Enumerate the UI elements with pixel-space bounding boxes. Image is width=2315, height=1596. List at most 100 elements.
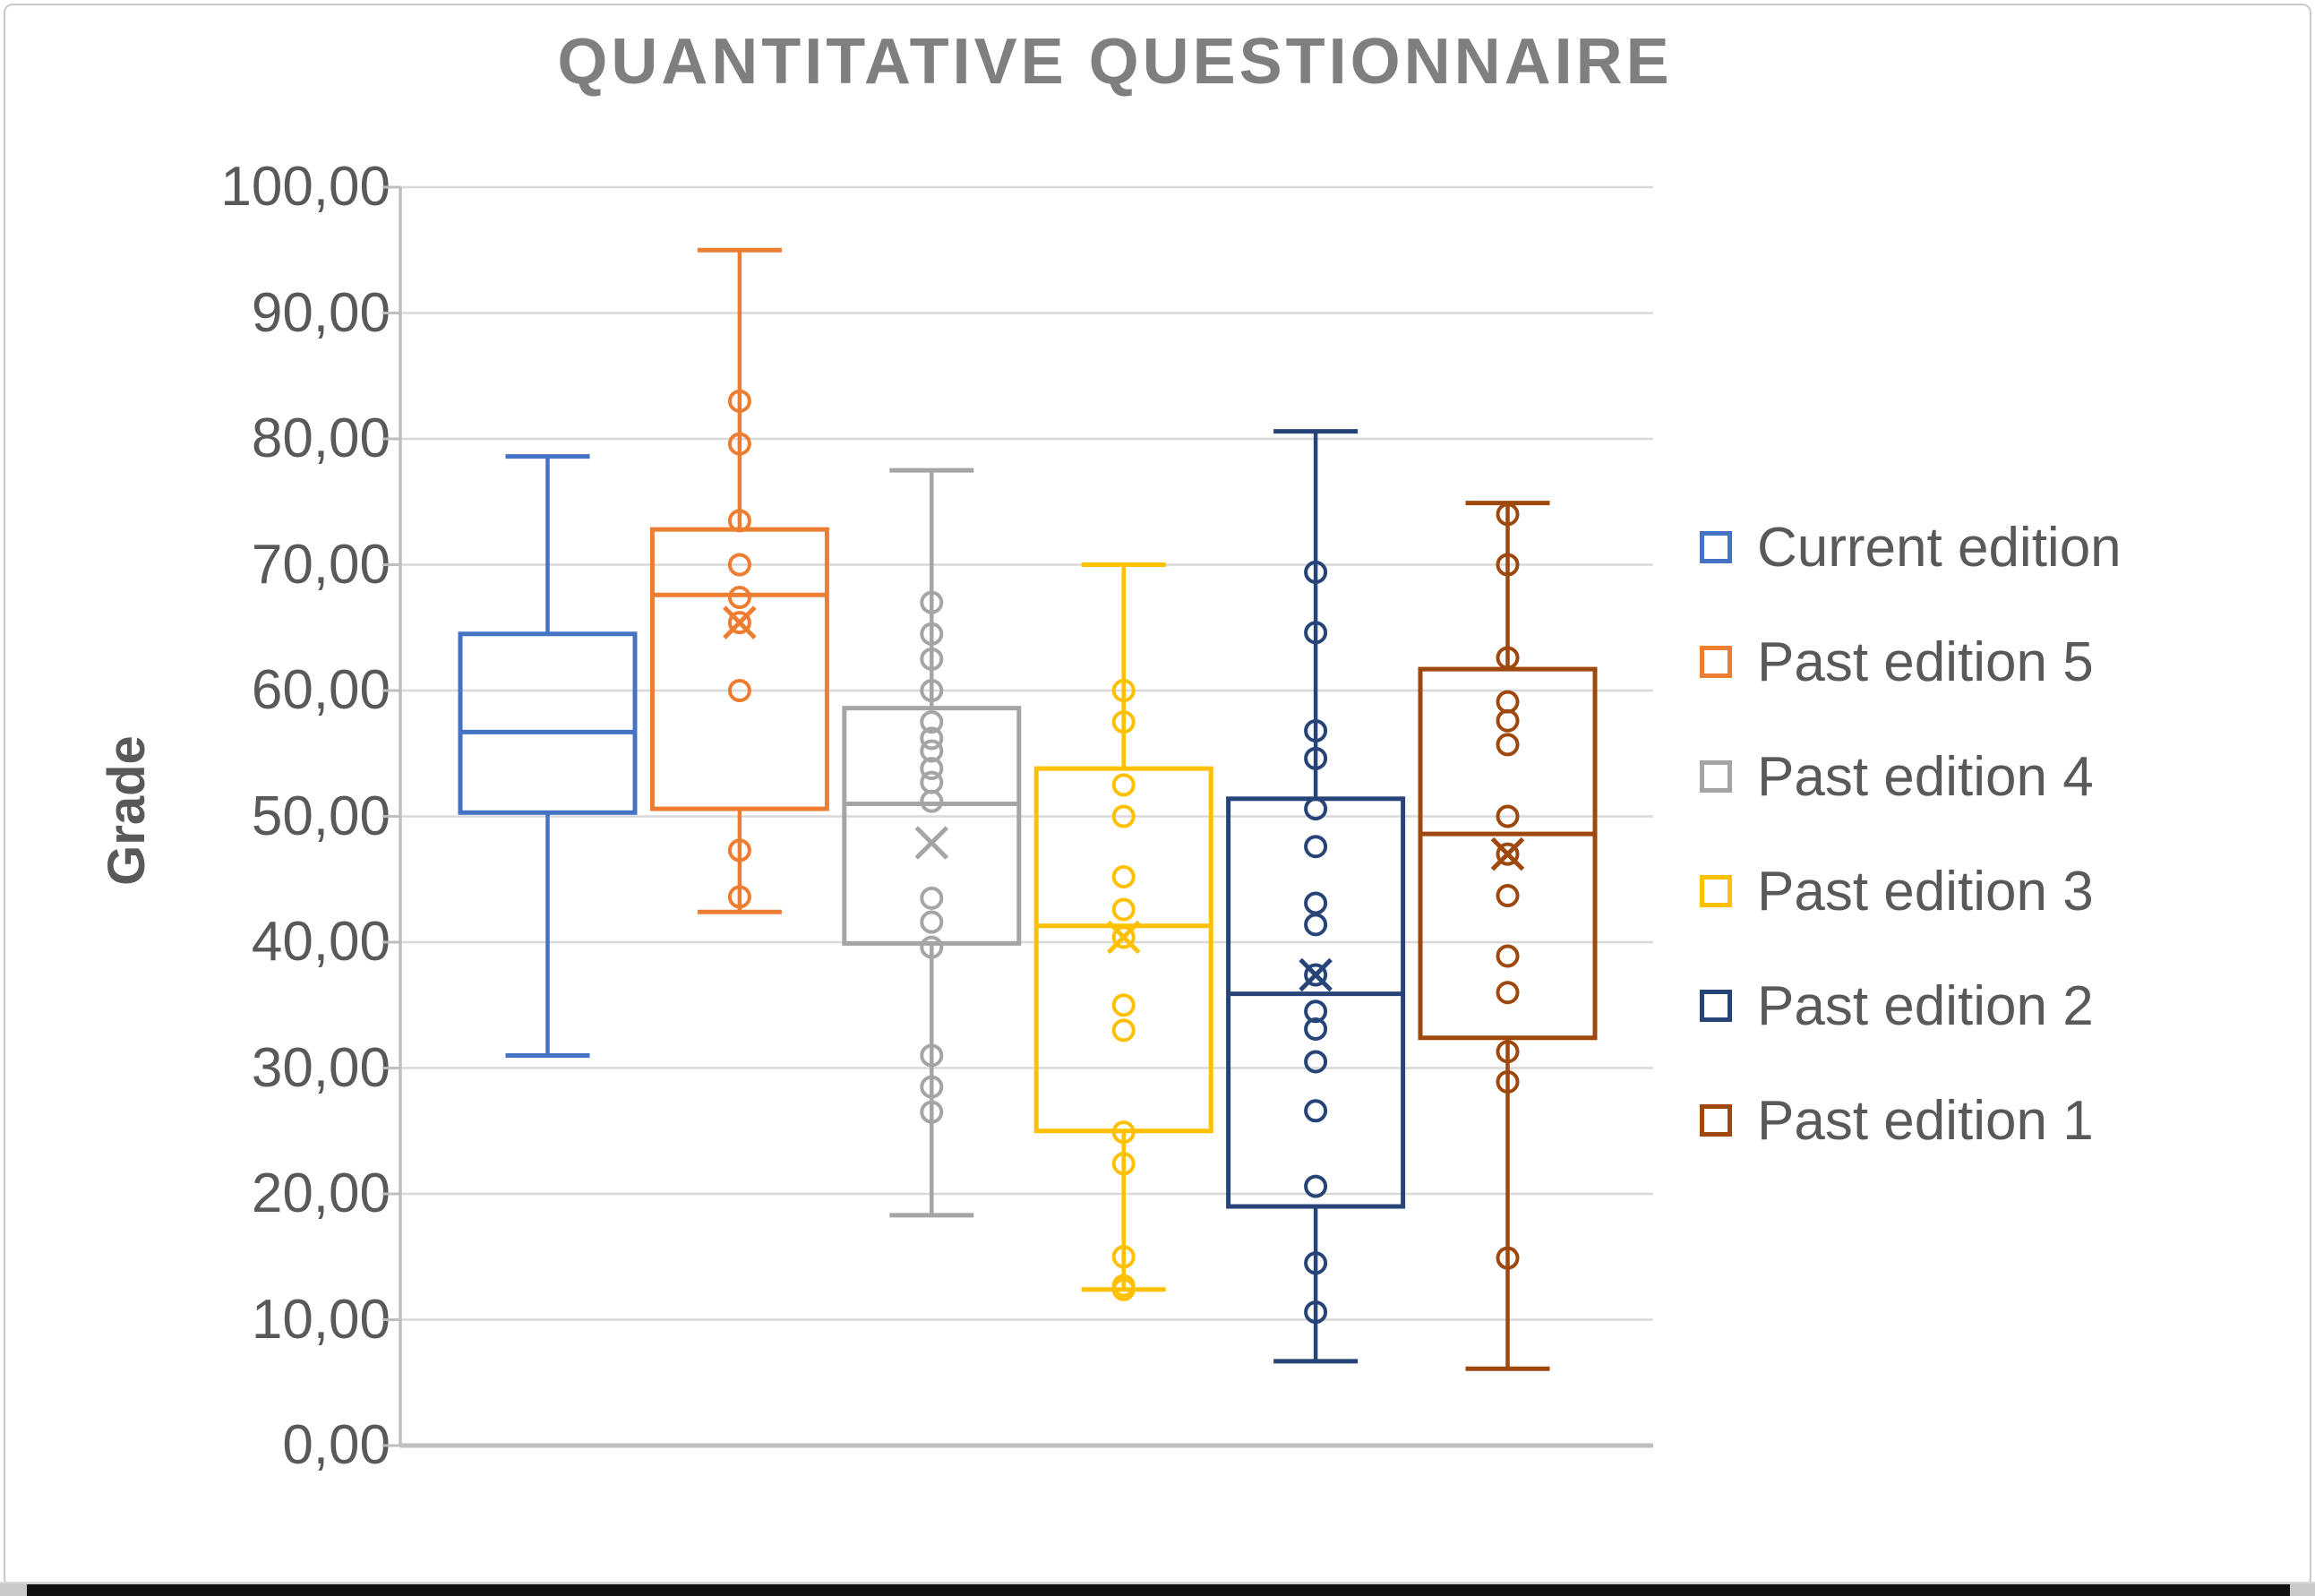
legend-swatch-icon bbox=[1700, 760, 1732, 793]
y-tick-label: 100,00 bbox=[220, 156, 390, 218]
box-past-edition-5 bbox=[649, 527, 829, 811]
data-point bbox=[920, 1075, 944, 1099]
data-point bbox=[727, 885, 751, 909]
data-point bbox=[727, 611, 751, 635]
legend-item-past-edition-3[interactable]: Past edition 3 bbox=[1700, 861, 2122, 922]
data-point bbox=[1304, 1050, 1328, 1074]
data-point bbox=[920, 757, 944, 781]
legend-item-past-edition-5[interactable]: Past edition 5 bbox=[1700, 631, 2122, 693]
data-point bbox=[727, 432, 751, 456]
chart-title: QUANTITATIVE QUESTIONNAIRE bbox=[557, 26, 1673, 98]
data-point bbox=[1111, 864, 1136, 888]
data-point bbox=[1304, 1174, 1328, 1198]
y-tick-label: 50,00 bbox=[251, 785, 390, 847]
data-point bbox=[1496, 502, 1520, 527]
mean-marker-x bbox=[1299, 957, 1333, 992]
data-point bbox=[1111, 993, 1136, 1017]
data-point bbox=[1304, 963, 1328, 987]
box-past-edition-3 bbox=[1033, 766, 1213, 1134]
data-point bbox=[920, 622, 944, 646]
data-point bbox=[1496, 708, 1520, 733]
y-tick-label: 60,00 bbox=[251, 659, 390, 721]
data-point bbox=[1304, 1251, 1328, 1275]
y-tick-label: 20,00 bbox=[251, 1163, 390, 1224]
data-point bbox=[1304, 797, 1328, 821]
legend-swatch-icon bbox=[1700, 531, 1732, 563]
y-tick-label: 30,00 bbox=[251, 1036, 390, 1099]
data-point bbox=[1111, 773, 1136, 797]
data-point bbox=[920, 1100, 944, 1124]
data-point bbox=[1111, 710, 1136, 734]
data-point bbox=[1111, 804, 1136, 828]
box-past-edition-4 bbox=[842, 706, 1022, 946]
legend-label: Past edition 1 bbox=[1757, 1089, 2094, 1152]
legend-item-past-edition-4[interactable]: Past edition 4 bbox=[1700, 745, 2122, 808]
mean-marker-x bbox=[1490, 837, 1525, 871]
data-point bbox=[1304, 1000, 1328, 1024]
data-point bbox=[1496, 884, 1520, 908]
data-point bbox=[1496, 1040, 1520, 1064]
data-point bbox=[1304, 1300, 1328, 1325]
data-point bbox=[1304, 835, 1328, 859]
y-tick-label: 70,00 bbox=[251, 533, 390, 596]
data-point bbox=[1111, 1018, 1136, 1043]
legend-label: Past edition 2 bbox=[1757, 974, 2094, 1037]
data-point bbox=[1496, 804, 1520, 828]
y-tick-label: 10,00 bbox=[251, 1288, 390, 1351]
mean-marker-x bbox=[914, 826, 949, 860]
data-point bbox=[920, 679, 944, 702]
data-point bbox=[727, 389, 751, 413]
data-point bbox=[1496, 733, 1520, 757]
data-point bbox=[1304, 621, 1328, 645]
data-point bbox=[920, 1043, 944, 1068]
data-point bbox=[920, 935, 944, 959]
data-point bbox=[1111, 679, 1136, 702]
data-point bbox=[1304, 1099, 1328, 1123]
data-point bbox=[920, 910, 944, 934]
data-point bbox=[1496, 553, 1520, 577]
legend-item-current-edition[interactable]: Current edition bbox=[1700, 516, 2122, 579]
data-point bbox=[920, 590, 944, 614]
data-point bbox=[920, 739, 944, 763]
legend-item-past-edition-1[interactable]: Past edition 1 bbox=[1700, 1089, 2122, 1152]
box-current-edition bbox=[458, 631, 638, 815]
data-point bbox=[1496, 981, 1520, 1005]
y-tick-label: 90,00 bbox=[251, 281, 390, 344]
mean-marker-x bbox=[723, 605, 757, 639]
data-point bbox=[727, 586, 751, 610]
data-point bbox=[920, 789, 944, 813]
data-point bbox=[1496, 842, 1520, 866]
data-point bbox=[1111, 1277, 1136, 1301]
data-point bbox=[1111, 897, 1136, 922]
data-point bbox=[1496, 1246, 1520, 1270]
data-point bbox=[1496, 646, 1520, 670]
legend-swatch-icon bbox=[1700, 646, 1732, 678]
bottom-divider bbox=[0, 1582, 2315, 1583]
legend-swatch-icon bbox=[1700, 990, 1732, 1022]
mean-marker-x bbox=[1106, 920, 1141, 955]
data-point bbox=[1111, 1120, 1136, 1145]
data-point bbox=[1496, 944, 1520, 968]
data-point bbox=[1111, 925, 1136, 949]
data-point bbox=[727, 553, 751, 577]
y-tick-label: 80,00 bbox=[251, 408, 390, 469]
data-point bbox=[1304, 913, 1328, 937]
legend-swatch-icon bbox=[1700, 1104, 1732, 1137]
data-point bbox=[1111, 1152, 1136, 1176]
data-point bbox=[1304, 746, 1328, 770]
legend-label: Current edition bbox=[1757, 516, 2122, 579]
data-point bbox=[920, 726, 944, 751]
data-point bbox=[727, 509, 751, 533]
plot-area bbox=[382, 185, 1653, 1448]
legend-label: Past edition 5 bbox=[1757, 631, 2094, 693]
taskbar-strip bbox=[27, 1584, 2290, 1596]
legend-item-past-edition-2[interactable]: Past edition 2 bbox=[1700, 974, 2122, 1037]
y-tick-label: 0,00 bbox=[282, 1414, 390, 1476]
legend: Current edition Past edition 5 Past editio… bbox=[1700, 516, 2122, 1206]
legend-swatch-icon bbox=[1700, 875, 1732, 907]
data-point bbox=[1304, 560, 1328, 584]
data-point bbox=[727, 679, 751, 702]
legend-label: Past edition 4 bbox=[1757, 745, 2094, 808]
data-point bbox=[1111, 1245, 1136, 1269]
